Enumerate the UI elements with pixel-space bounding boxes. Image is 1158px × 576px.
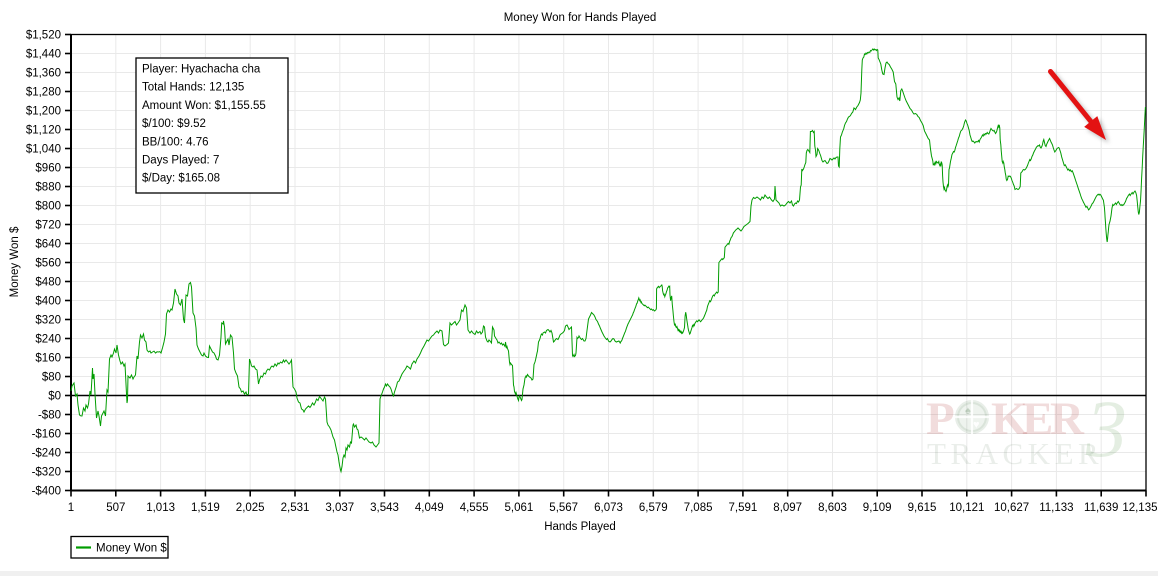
svg-text:$1,440: $1,440 <box>26 49 61 61</box>
svg-text:11,133: 11,133 <box>1039 502 1073 514</box>
svg-text:$1,520: $1,520 <box>26 30 61 42</box>
svg-text:8,097: 8,097 <box>773 502 802 514</box>
svg-text:3,543: 3,543 <box>370 502 399 514</box>
svg-text:-$80: -$80 <box>38 410 61 422</box>
svg-text:♠: ♠ <box>965 405 971 417</box>
svg-text:-$400: -$400 <box>32 486 61 498</box>
svg-text:5,567: 5,567 <box>549 502 578 514</box>
svg-text:5,061: 5,061 <box>505 502 534 514</box>
svg-text:Hands Played: Hands Played <box>544 521 616 533</box>
svg-text:R: R <box>1050 393 1085 445</box>
svg-text:11,639: 11,639 <box>1084 502 1118 514</box>
svg-text:9,615: 9,615 <box>908 502 937 514</box>
svg-text:2,531: 2,531 <box>281 502 310 514</box>
svg-text:K: K <box>991 393 1028 445</box>
svg-text:6,073: 6,073 <box>594 502 623 514</box>
svg-text:$480: $480 <box>35 277 61 289</box>
svg-text:$880: $880 <box>35 182 61 194</box>
svg-text:Days Played: 7: Days Played: 7 <box>142 155 219 167</box>
svg-text:$800: $800 <box>35 201 61 213</box>
svg-text:$640: $640 <box>35 239 61 251</box>
svg-text:4,049: 4,049 <box>415 502 444 514</box>
svg-text:BB/100: 4.76: BB/100: 4.76 <box>142 136 209 148</box>
svg-text:$160: $160 <box>35 353 61 365</box>
svg-text:♥: ♥ <box>973 419 980 431</box>
svg-text:7,085: 7,085 <box>684 502 713 514</box>
svg-text:$320: $320 <box>35 315 61 327</box>
svg-text:9,109: 9,109 <box>863 502 892 514</box>
svg-text:1,519: 1,519 <box>191 502 220 514</box>
svg-text:P: P <box>926 393 955 445</box>
svg-text:Money Won $: Money Won $ <box>9 226 21 297</box>
svg-text:Amount Won: $1,155.55: Amount Won: $1,155.55 <box>142 100 266 112</box>
svg-text:$80: $80 <box>42 372 61 384</box>
svg-text:507: 507 <box>106 502 125 514</box>
svg-text:$0: $0 <box>48 391 61 403</box>
svg-text:4,555: 4,555 <box>460 502 489 514</box>
svg-text:$1,280: $1,280 <box>26 87 61 99</box>
svg-text:7,591: 7,591 <box>729 502 758 514</box>
svg-text:6,579: 6,579 <box>639 502 668 514</box>
svg-text:10,121: 10,121 <box>949 502 984 514</box>
svg-text:Money Won for Hands Played: Money Won for Hands Played <box>504 12 657 24</box>
svg-text:-$240: -$240 <box>32 448 61 460</box>
svg-text:$240: $240 <box>35 334 61 346</box>
svg-text:$/100: $9.52: $/100: $9.52 <box>142 118 206 130</box>
svg-text:3: 3 <box>1085 383 1127 474</box>
svg-text:-$320: -$320 <box>32 467 61 479</box>
svg-text:$720: $720 <box>35 220 61 232</box>
svg-text:-$160: -$160 <box>32 429 61 441</box>
svg-text:3,037: 3,037 <box>325 502 354 514</box>
svg-text:10,627: 10,627 <box>994 502 1029 514</box>
svg-text:$1,200: $1,200 <box>26 106 61 118</box>
svg-text:1: 1 <box>68 502 74 514</box>
svg-text:$1,120: $1,120 <box>26 125 61 137</box>
svg-text:2,025: 2,025 <box>236 502 265 514</box>
svg-text:$960: $960 <box>35 163 61 175</box>
svg-text:$1,040: $1,040 <box>26 144 61 156</box>
svg-text:Player: Hyachacha cha: Player: Hyachacha cha <box>142 64 261 76</box>
svg-text:E: E <box>1022 393 1053 445</box>
svg-text:1,013: 1,013 <box>146 502 175 514</box>
svg-text:$560: $560 <box>35 258 61 270</box>
svg-text:TRACKER: TRACKER <box>927 436 1103 471</box>
svg-text:$400: $400 <box>35 296 61 308</box>
svg-text:$/Day: $165.08: $/Day: $165.08 <box>142 173 220 185</box>
svg-text:8,603: 8,603 <box>818 502 847 514</box>
svg-text:Money Won $: Money Won $ <box>96 543 167 555</box>
svg-text:12,135: 12,135 <box>1122 502 1157 514</box>
svg-text:$1,360: $1,360 <box>26 68 61 80</box>
svg-text:Total Hands: 12,135: Total Hands: 12,135 <box>142 82 244 94</box>
